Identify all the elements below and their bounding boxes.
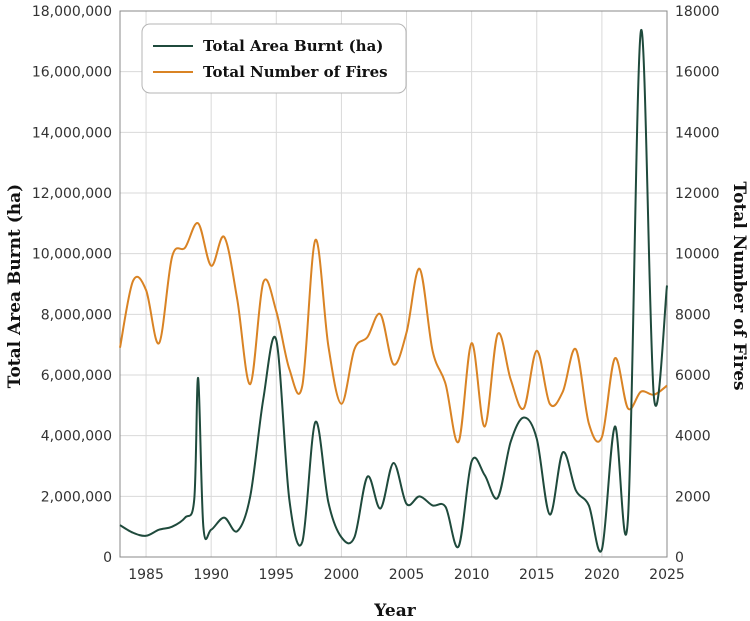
left-tick-label: 10,000,000 xyxy=(32,247,112,263)
left-tick-label: 18,000,000 xyxy=(32,4,112,20)
right-tick-label: 14000 xyxy=(675,125,720,141)
left-tick-label: 12,000,000 xyxy=(32,186,112,202)
right-tick-label: 8000 xyxy=(675,307,711,323)
x-tick-label: 2015 xyxy=(519,567,555,583)
left-tick-label: 16,000,000 xyxy=(32,65,112,81)
x-tick-label: 2010 xyxy=(454,567,490,583)
right-tick-label: 6000 xyxy=(675,368,711,384)
series-line-area-burnt xyxy=(119,29,668,553)
x-tick-label: 2005 xyxy=(389,567,425,583)
right-tick-label: 4000 xyxy=(675,429,711,445)
legend: Total Area Burnt (ha) Total Number of Fi… xyxy=(141,23,407,94)
x-tick-label: 2025 xyxy=(649,567,685,583)
x-tick-label: 1990 xyxy=(193,567,229,583)
right-axis-tick-labels: 0 2000 4000 6000 8000 10000 12000 14000 16000 180… xyxy=(675,4,720,566)
legend-box xyxy=(141,23,407,94)
left-axis-tick-labels: 0 2,000,000 4,000,000 6,000,000 8,000,000 10,… xyxy=(32,4,112,566)
x-tick-label: 2020 xyxy=(584,567,620,583)
gridlines xyxy=(120,10,668,558)
legend-label-number-of-fires: Total Number of Fires xyxy=(203,63,388,81)
left-tick-label: 8,000,000 xyxy=(41,307,112,323)
left-tick-label: 6,000,000 xyxy=(41,368,112,384)
right-tick-label: 12000 xyxy=(675,186,720,202)
right-axis-title: Total Number of Fires xyxy=(729,181,749,390)
right-tick-label: 10000 xyxy=(675,247,720,263)
x-tick-label: 2000 xyxy=(324,567,360,583)
x-tick-label: 1995 xyxy=(258,567,294,583)
legend-label-area-burnt: Total Area Burnt (ha) xyxy=(203,37,383,55)
left-tick-label: 2,000,000 xyxy=(41,489,112,505)
left-tick-label: 4,000,000 xyxy=(41,429,112,445)
series-line-number-of-fires xyxy=(119,222,668,444)
left-axis-title: Total Area Burnt (ha) xyxy=(5,184,25,388)
plot-frame xyxy=(119,10,668,558)
right-tick-label: 18000 xyxy=(675,4,720,20)
right-tick-label: 16000 xyxy=(675,65,720,81)
x-axis-title: Year xyxy=(373,601,416,621)
left-tick-label: 14,000,000 xyxy=(32,125,112,141)
left-tick-label: 0 xyxy=(103,550,112,566)
right-tick-label: 2000 xyxy=(675,489,711,505)
right-tick-label: 0 xyxy=(675,550,684,566)
x-tick-label: 1985 xyxy=(128,567,164,583)
x-axis-tick-labels: 1985 1990 1995 2000 2005 2010 2015 2020 2025 xyxy=(128,567,685,583)
series-lines xyxy=(119,29,668,553)
